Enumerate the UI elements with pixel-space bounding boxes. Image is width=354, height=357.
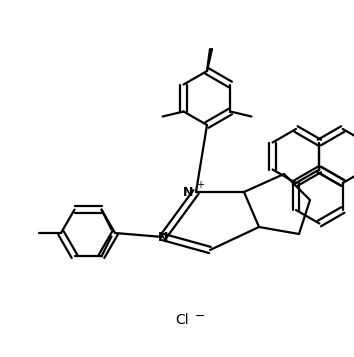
Text: +: + <box>196 180 204 190</box>
Text: −: − <box>195 310 206 322</box>
Text: N: N <box>158 231 168 243</box>
Text: N: N <box>183 186 193 198</box>
Text: Cl: Cl <box>175 313 189 327</box>
